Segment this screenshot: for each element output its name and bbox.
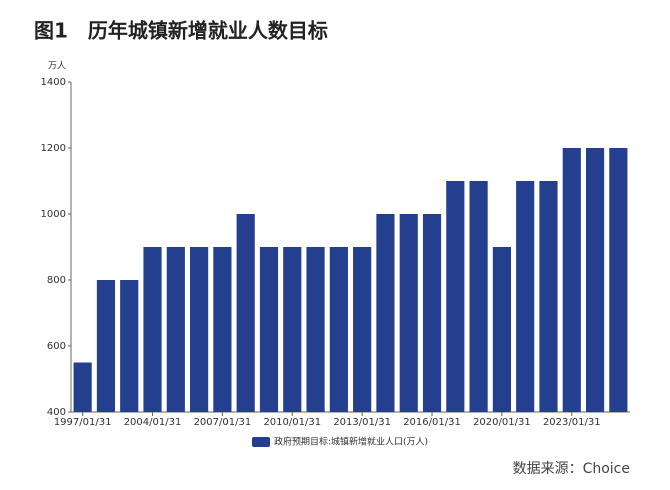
y-tick-label: 600: [47, 341, 66, 352]
source: 数据来源：Choice: [513, 461, 630, 477]
bar: [120, 280, 139, 412]
legend-label: 政府预期目标:城镇新增就业人口(万人): [274, 436, 428, 448]
bar: [96, 280, 116, 412]
bar: [399, 214, 418, 412]
bar: [446, 181, 465, 412]
x-tick-label: 1997/01/31: [54, 417, 112, 428]
bar: [259, 247, 279, 412]
bar: [166, 247, 185, 412]
x-tick-label: 2020/01/31: [473, 417, 531, 428]
bar: [329, 247, 348, 412]
x-tick-label: 2013/01/31: [333, 417, 391, 428]
y-tick-label: 400: [47, 407, 66, 418]
x-tick-label: 2023/01/31: [543, 417, 601, 428]
bar: [492, 247, 511, 412]
bar: [376, 214, 395, 412]
bar: [283, 247, 302, 412]
bar: [585, 148, 605, 412]
bar: [422, 214, 442, 412]
y-tick-label: 800: [47, 275, 66, 286]
chart-title: 图1 历年城镇新增就业人数目标: [34, 19, 328, 43]
bar: [539, 181, 558, 412]
bar: [73, 362, 92, 412]
x-tick-label: 2016/01/31: [403, 417, 461, 428]
y-tick-label: 1200: [41, 143, 66, 154]
bar: [353, 247, 372, 412]
x-tick-label: 2010/01/31: [263, 417, 321, 428]
x-tick-label: 2007/01/31: [194, 417, 252, 428]
bar: [213, 247, 232, 412]
x-tick-label: 2004/01/31: [124, 417, 182, 428]
bar: [236, 214, 255, 412]
y-unit: 万人: [48, 61, 66, 72]
bar: [469, 181, 488, 412]
bar: [190, 247, 209, 412]
bar: [516, 181, 535, 412]
y-tick-label: 1000: [41, 209, 66, 220]
bar: [143, 247, 162, 412]
y-tick-label: 1400: [41, 77, 66, 88]
legend-swatch: [252, 437, 270, 447]
bar: [306, 247, 325, 412]
bar: [609, 148, 628, 412]
bar: [562, 148, 581, 412]
